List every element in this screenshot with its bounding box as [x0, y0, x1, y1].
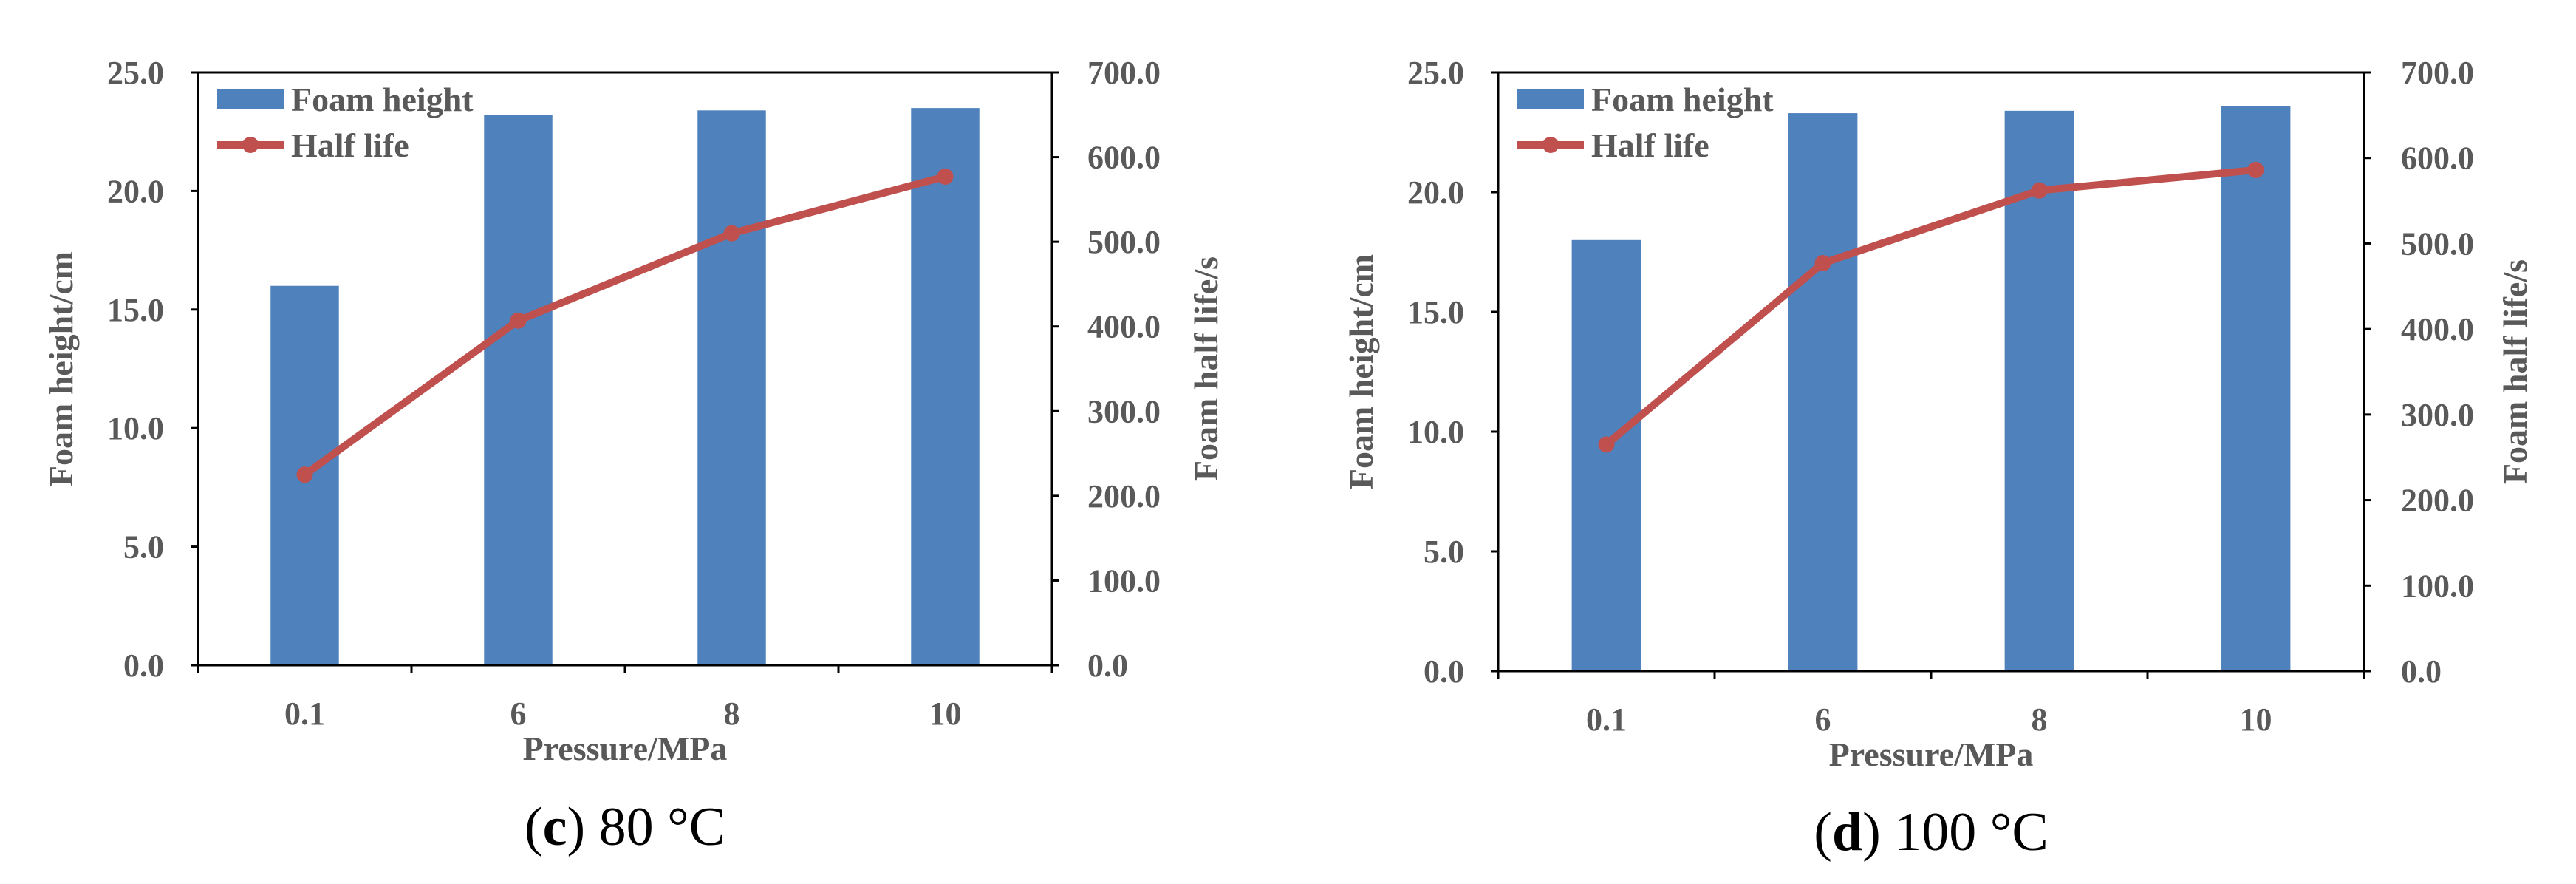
caption-panel-letter: c — [543, 797, 567, 857]
legend-line-marker — [1542, 137, 1559, 153]
bar-foam-height-8 — [2004, 110, 2074, 672]
bar-foam-height-10 — [2221, 106, 2291, 672]
caption-close-paren: ) — [567, 797, 585, 857]
legend-bar-swatch — [217, 89, 284, 109]
left-tick-label: 5.0 — [1424, 534, 1464, 570]
y-axis-title: Foam height/cm — [42, 251, 80, 486]
legend-line-marker — [242, 137, 259, 153]
right-tick-label: 400.0 — [2401, 311, 2474, 347]
x-tick-label: 6 — [510, 696, 527, 732]
left-tick-label: 15.0 — [1407, 294, 1464, 330]
half-life-point-8 — [723, 225, 740, 242]
right-tick-label: 700.0 — [2401, 55, 2474, 91]
left-tick-label: 20.0 — [107, 173, 164, 209]
left-tick-label: 10.0 — [107, 410, 164, 446]
right-tick-label: 600.0 — [1087, 140, 1161, 176]
half-life-line — [302, 173, 946, 478]
x-axis-title: Pressure/MPa — [1829, 735, 2034, 773]
x-tick-label: 10 — [929, 696, 962, 732]
legend-label-half-life: Half life — [291, 126, 409, 164]
legend-label-foam-height: Foam height — [1591, 81, 1774, 118]
half-life-point-8 — [2031, 182, 2048, 199]
bar-foam-height-8 — [697, 110, 766, 665]
x-axis-title: Pressure/MPa — [523, 730, 728, 767]
half-life-point-10 — [2247, 161, 2264, 178]
half-life-line — [1604, 166, 2256, 448]
x-tick-label: 0.1 — [1586, 701, 1627, 738]
right-tick-label: 200.0 — [2401, 483, 2474, 519]
left-tick-label: 0.0 — [1424, 653, 1464, 690]
caption-panel-letter: d — [1832, 802, 1862, 863]
half-life-point-0_1 — [296, 466, 313, 483]
bar-foam-height-10 — [911, 108, 980, 665]
y2-axis-title: Foam half life/s — [1187, 256, 1225, 481]
panel-caption: (d) 100 °C — [1814, 802, 2048, 863]
right-tick-label: 400.0 — [1087, 309, 1161, 345]
caption-close-paren: ) — [1862, 802, 1881, 863]
left-tick-label: 15.0 — [107, 292, 164, 328]
half-life-point-10 — [937, 168, 954, 185]
right-tick-label: 100.0 — [2401, 568, 2474, 604]
caption-open-paren: ( — [1814, 802, 1832, 863]
x-tick-label: 8 — [2032, 701, 2048, 738]
left-tick-label: 25.0 — [107, 55, 164, 91]
x-tick-label: 0.1 — [284, 696, 325, 732]
right-tick-label: 500.0 — [1087, 224, 1161, 260]
left-tick-label: 5.0 — [123, 529, 164, 565]
right-tick-label: 300.0 — [2401, 397, 2474, 433]
chart-d: 0.0 5.0 10.0 15.0 20.0 25.0 0.0 100.0 200.0 300.0… — [1342, 55, 2534, 863]
x-tick-label: 8 — [724, 696, 740, 732]
chart-c: 0.0 5.0 10.0 15.0 20.0 25.0 0.0 100.0 200.0 300.0… — [42, 55, 1225, 857]
right-tick-label: 500.0 — [2401, 225, 2474, 262]
bar-foam-height-6 — [484, 115, 553, 665]
half-life-point-0_1 — [1598, 436, 1615, 453]
half-life-point-6 — [510, 312, 527, 329]
caption-open-paren: ( — [525, 797, 543, 857]
caption-temperature: 80 °C — [585, 797, 725, 857]
left-tick-label: 10.0 — [1407, 414, 1464, 450]
left-tick-label: 20.0 — [1407, 174, 1464, 211]
left-tick-label: 25.0 — [1407, 55, 1464, 91]
right-tick-label: 200.0 — [1087, 478, 1161, 514]
right-tick-label: 100.0 — [1087, 562, 1161, 599]
legend-label-foam-height: Foam height — [291, 81, 474, 118]
legend-label-half-life: Half life — [1591, 126, 1709, 164]
half-life-point-6 — [1814, 255, 1831, 272]
y-axis-title: Foam height/cm — [1342, 254, 1380, 489]
y2-axis-title: Foam half life/s — [2496, 259, 2534, 484]
legend-bar-swatch — [1517, 89, 1584, 109]
bar-foam-height-0_1 — [1571, 239, 1641, 671]
x-tick-label: 6 — [1815, 701, 1831, 738]
x-tick-label: 10 — [2240, 701, 2272, 738]
left-tick-label: 0.0 — [123, 647, 164, 684]
right-tick-label: 0.0 — [2401, 653, 2442, 690]
right-tick-label: 700.0 — [1087, 55, 1161, 91]
panel-caption: (c) 80 °C — [525, 797, 725, 857]
right-tick-label: 0.0 — [1087, 647, 1128, 684]
right-tick-label: 300.0 — [1087, 393, 1161, 429]
bar-foam-height-6 — [1788, 113, 1858, 671]
caption-temperature: 100 °C — [1881, 802, 2049, 863]
right-tick-label: 600.0 — [2401, 140, 2474, 177]
